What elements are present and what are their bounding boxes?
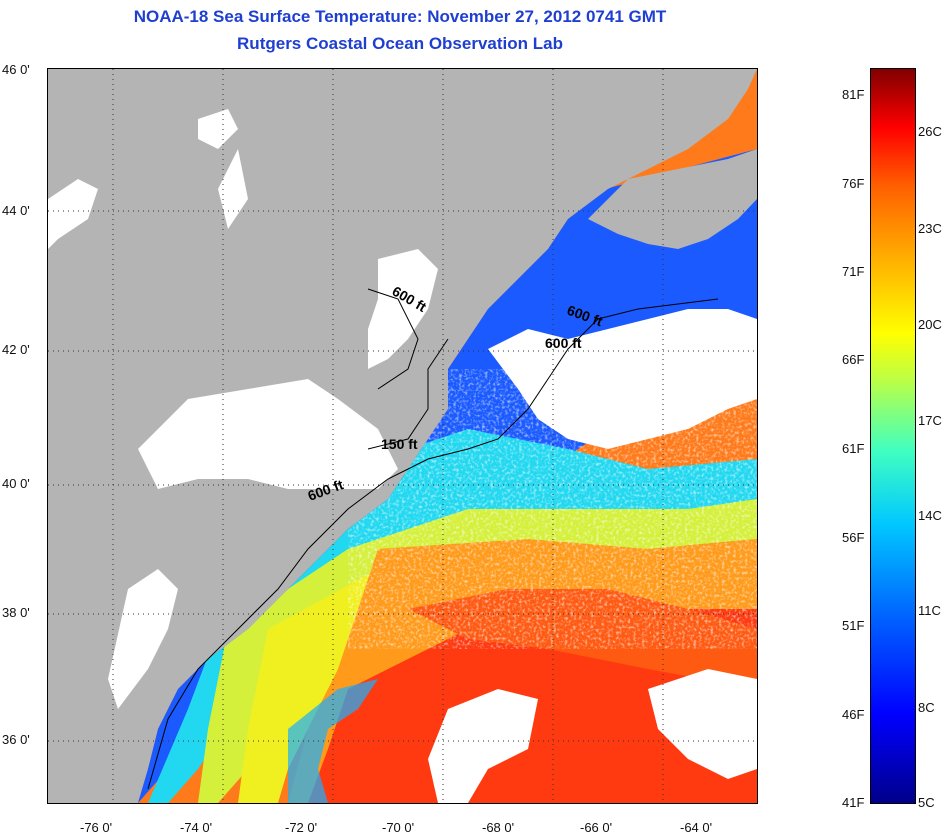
lon-tick-label: -68 0': [482, 820, 515, 835]
map-title: NOAA-18 Sea Surface Temperature: Novembe…: [133, 7, 667, 26]
colorbar-f-label: 41F: [842, 795, 865, 810]
colorbar-f-label: 71F: [842, 264, 865, 279]
lon-tick-label: -72 0': [285, 820, 318, 835]
colorbar-f-label: 46F: [842, 707, 865, 722]
contour-label: 150 ft: [381, 436, 418, 452]
lat-tick-label: 42 0': [2, 342, 30, 357]
colorbar-f-label: 61F: [842, 441, 865, 456]
lat-tick-label: 40 0': [2, 476, 30, 491]
cloud-mask: [48, 109, 757, 803]
colorbar-c-label: 17C: [918, 413, 942, 428]
lat-tick-label: 46 0': [2, 62, 30, 77]
colorbar-f-label: 51F: [842, 618, 865, 633]
lat-tick-label: 38 0': [2, 605, 30, 620]
lon-tick-label: -70 0': [382, 820, 415, 835]
contour-labels: 600 ft 600 ft 600 ft 150 ft 600 ft: [306, 283, 606, 504]
colorbar-c-label: 11C: [918, 603, 941, 618]
lat-tick-label: 44 0': [2, 203, 30, 218]
colorbar-c-label: 26C: [918, 124, 942, 139]
lon-tick-label: -76 0': [80, 820, 113, 835]
colorbar-f-label: 81F: [842, 87, 865, 102]
bathymetry-contours: [147, 288, 719, 790]
lon-tick-label: -74 0': [180, 820, 213, 835]
graticule: [48, 69, 757, 803]
colorbar-f-label: 66F: [842, 352, 865, 367]
map-subtitle: Rutgers Coastal Ocean Observation Lab: [237, 34, 563, 53]
contour-label: 600 ft: [545, 335, 582, 351]
lat-tick-label: 36 0': [2, 732, 30, 747]
colorbar-f-label: 56F: [842, 530, 865, 545]
colorbar-f-label: 76F: [842, 176, 865, 191]
colorbar-c-label: 5C: [918, 795, 935, 810]
lon-tick-label: -66 0': [580, 820, 613, 835]
colorbar-c-label: 8C: [918, 700, 935, 715]
colorbar-c-label: 14C: [918, 508, 942, 523]
lon-tick-label: -64 0': [680, 820, 713, 835]
temperature-colorbar: [870, 68, 916, 804]
colorbar-c-label: 20C: [918, 317, 942, 332]
colorbar-c-label: 23C: [918, 221, 942, 236]
sst-map-graphic: 600 ft 600 ft 600 ft 150 ft 600 ft: [48, 69, 757, 803]
sst-map: 600 ft 600 ft 600 ft 150 ft 600 ft: [47, 68, 758, 804]
